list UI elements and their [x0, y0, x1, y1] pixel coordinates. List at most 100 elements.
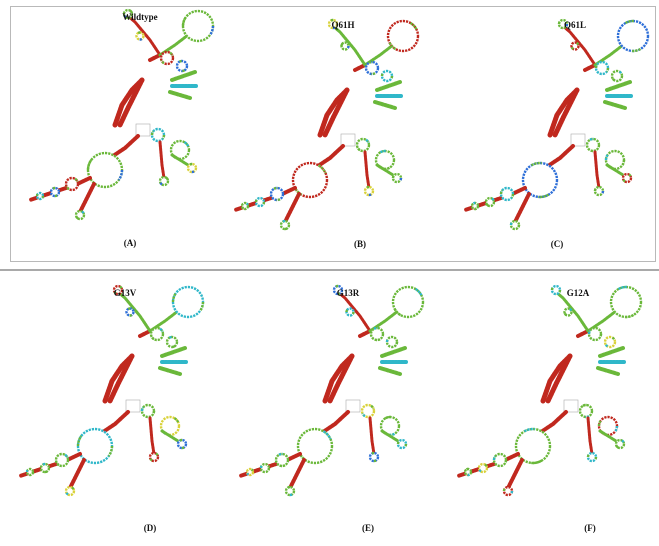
loop-segment: [55, 195, 57, 196]
loop-segment: [570, 309, 571, 311]
loop-segment: [405, 444, 406, 446]
helix-stem: [600, 348, 623, 356]
hairpin-loop: [589, 328, 601, 340]
hairpin-loop: [587, 139, 599, 151]
rna-structure-g13r: [220, 276, 440, 546]
loop-segment: [565, 313, 566, 315]
hairpin-loop: [177, 61, 187, 71]
loop-segment: [190, 164, 192, 165]
hairpin-loop: [365, 187, 373, 195]
helix-stem: [70, 460, 84, 488]
loop-segment: [342, 44, 343, 46]
loop-segment: [261, 466, 262, 468]
loop-segment: [76, 217, 78, 219]
loop-segment: [247, 203, 248, 204]
helix-stem: [370, 418, 374, 454]
loop-segment: [150, 459, 152, 461]
panel-q61l: Q61L (C): [445, 10, 659, 280]
rna-structure-g13v: [0, 276, 220, 546]
loop-segment: [552, 288, 553, 290]
loop-segment: [398, 442, 399, 444]
hairpin-loop: [188, 164, 196, 172]
rna-structure-g12a: [438, 276, 658, 546]
helix-stem: [588, 311, 616, 331]
loop-segment: [492, 199, 494, 201]
hairpin-loop: [271, 188, 283, 200]
loop-segment: [595, 457, 596, 459]
hairpin-loop: [516, 429, 550, 463]
helix-stem: [380, 368, 400, 374]
loop-segment: [43, 464, 45, 465]
helix-stem: [290, 460, 304, 488]
helix-stem: [377, 82, 400, 90]
panel-title: G12A: [567, 288, 590, 298]
helix-stem: [80, 184, 94, 212]
loop-segment: [559, 22, 560, 24]
panel-title: Q61H: [331, 20, 354, 30]
loop-segment: [479, 470, 481, 472]
hairpin-loop: [523, 163, 557, 197]
panel-g13r: G13R (E): [220, 276, 440, 546]
panel-g13v: G13V (D): [0, 276, 220, 546]
helix-stem: [595, 152, 599, 188]
helix-stem: [607, 82, 630, 90]
loop-segment: [369, 194, 371, 195]
loop-segment: [180, 440, 182, 441]
hairpin-loop: [173, 287, 203, 317]
helix-stem: [595, 45, 623, 65]
loop-segment: [42, 196, 43, 198]
helix-stem: [170, 92, 190, 98]
helix-stem: [285, 194, 299, 222]
panel-title: G13V: [114, 288, 137, 298]
panel-wildtype: Wildtype (A): [10, 0, 230, 270]
loop-segment: [247, 473, 248, 474]
hairpin-loop: [382, 71, 392, 81]
hairpin-loop: [78, 429, 112, 463]
hairpin-loop: [178, 440, 186, 448]
helix-stem: [598, 368, 618, 374]
helix-stem: [140, 331, 150, 336]
panel-caption: (D): [144, 523, 157, 533]
loop-segment: [511, 491, 512, 493]
hairpin-loop: [611, 287, 641, 317]
loop-segment: [616, 446, 618, 448]
loop-segment: [32, 472, 33, 474]
loop-segment: [290, 494, 292, 495]
helix-stem: [365, 152, 369, 188]
hairpin-loop: [596, 62, 608, 74]
hairpin-loop: [618, 21, 648, 51]
loop-segment: [288, 487, 290, 488]
helix-stem: [150, 418, 154, 454]
helix-stem: [355, 65, 365, 70]
loop-segment: [367, 187, 369, 188]
hairpin-loop: [152, 129, 164, 141]
helix-stem: [160, 35, 188, 55]
panel-title: Wildtype: [122, 12, 157, 22]
hairpin-loop: [167, 337, 177, 347]
helix-stem: [538, 412, 566, 434]
loop-segment: [393, 176, 394, 178]
loop-segment: [577, 43, 578, 45]
loop-segment: [485, 465, 487, 467]
panel-q61h: Q61H (B): [215, 10, 435, 280]
hairpin-loop: [142, 405, 154, 417]
loop-segment: [372, 453, 374, 454]
loop-segment: [622, 441, 624, 443]
helix-stem: [605, 102, 625, 108]
loop-segment: [629, 175, 631, 177]
helix-stem: [578, 331, 588, 336]
loop-segment: [348, 46, 349, 48]
panel-title: Q61L: [564, 20, 586, 30]
helix-stem: [588, 418, 592, 454]
loop-segment: [268, 468, 269, 470]
loop-segment: [374, 460, 376, 461]
loop-segment: [347, 310, 348, 312]
helix-stem: [162, 348, 185, 356]
hairpin-loop: [387, 337, 397, 347]
loop-segment: [504, 489, 505, 491]
hairpin-loop: [370, 453, 378, 461]
loop-segment: [192, 171, 194, 172]
loop-segment: [400, 178, 401, 180]
rna-structure-wildtype: [10, 0, 230, 270]
loop-segment: [156, 454, 158, 456]
